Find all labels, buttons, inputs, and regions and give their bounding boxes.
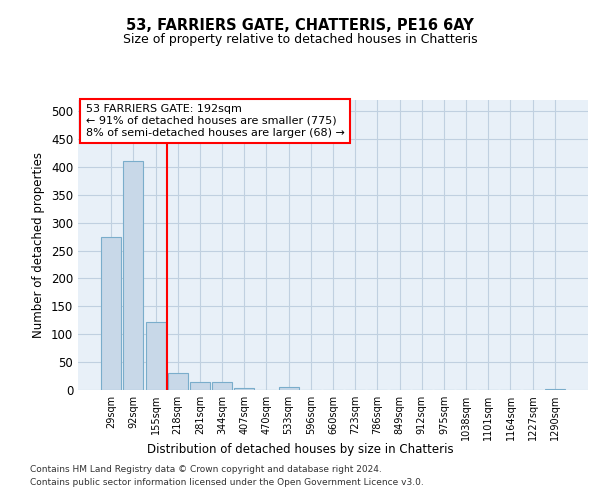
Y-axis label: Number of detached properties: Number of detached properties (32, 152, 46, 338)
Bar (101, 236, 121, 390)
Bar (168, 374, 188, 390)
Text: Size of property relative to detached houses in Chatteris: Size of property relative to detached ho… (122, 32, 478, 46)
Bar (124, 162, 143, 390)
Text: Contains public sector information licensed under the Open Government Licence v3: Contains public sector information licen… (30, 478, 424, 487)
Bar (212, 382, 232, 390)
Bar (278, 387, 299, 390)
Bar (545, 389, 565, 390)
Text: Contains HM Land Registry data © Crown copyright and database right 2024.: Contains HM Land Registry data © Crown c… (30, 466, 382, 474)
Text: 53 FARRIERS GATE: 192sqm
← 91% of detached houses are smaller (775)
8% of semi-d: 53 FARRIERS GATE: 192sqm ← 91% of detach… (86, 104, 344, 138)
Text: Distribution of detached houses by size in Chatteris: Distribution of detached houses by size … (146, 442, 454, 456)
Bar (190, 382, 210, 390)
Bar (146, 322, 166, 390)
Text: 53, FARRIERS GATE, CHATTERIS, PE16 6AY: 53, FARRIERS GATE, CHATTERIS, PE16 6AY (126, 18, 474, 32)
Bar (234, 388, 254, 390)
